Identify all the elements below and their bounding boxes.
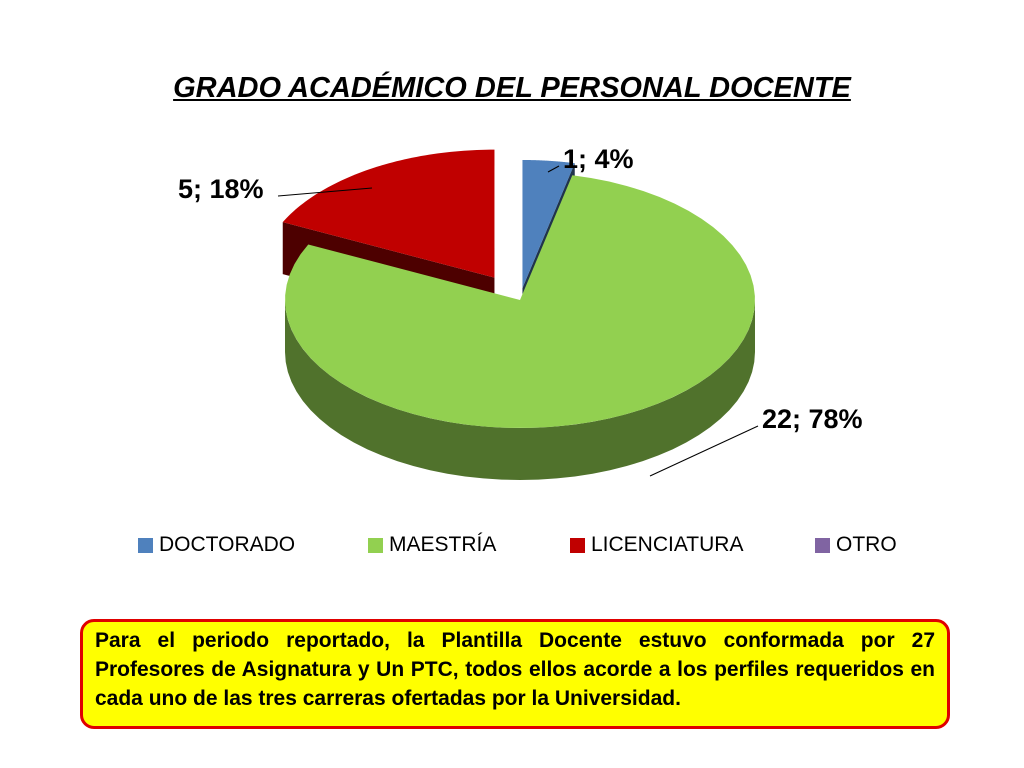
legend-label: MAESTRÍA <box>389 533 497 556</box>
legend-item-doctorado: DOCTORADO <box>138 533 295 557</box>
pie-slice-licenciatura <box>282 149 495 278</box>
legend-label: LICENCIATURA <box>591 533 744 556</box>
data-label-licenciatura: 5; 18% <box>178 174 264 204</box>
data-label-doctorado: 1; 4% <box>563 144 634 174</box>
legend-swatch <box>138 537 153 553</box>
pie-slice-doctorado <box>522 159 575 288</box>
leader-line-doctorado <box>547 165 560 173</box>
note-box: Para el periodo reportado, la Plantilla … <box>80 619 950 729</box>
data-label-maestría: 22; 78% <box>762 404 863 434</box>
pie-slice-wall-maestría <box>285 300 755 480</box>
legend-item-licenciatura: LICENCIATURA <box>570 533 743 557</box>
leader-line-maestría <box>649 425 759 477</box>
legend-swatch <box>815 537 830 553</box>
chart-legend: DOCTORADO MAESTRÍA LICENCIATURA OTRO <box>0 533 1024 563</box>
pie-slice-maestría <box>285 175 755 428</box>
leader-line-licenciatura <box>277 187 373 197</box>
note-text: Para el periodo reportado, la Plantilla … <box>95 629 935 710</box>
legend-swatch <box>570 537 585 553</box>
legend-swatch <box>368 537 383 553</box>
chart-title: GRADO ACADÉMICO DEL PERSONAL DOCENTE <box>173 72 851 104</box>
legend-item-otro: OTRO <box>815 533 897 557</box>
legend-item-maestría: MAESTRÍA <box>368 533 496 557</box>
legend-label: OTRO <box>836 533 897 556</box>
legend-label: DOCTORADO <box>159 533 296 556</box>
